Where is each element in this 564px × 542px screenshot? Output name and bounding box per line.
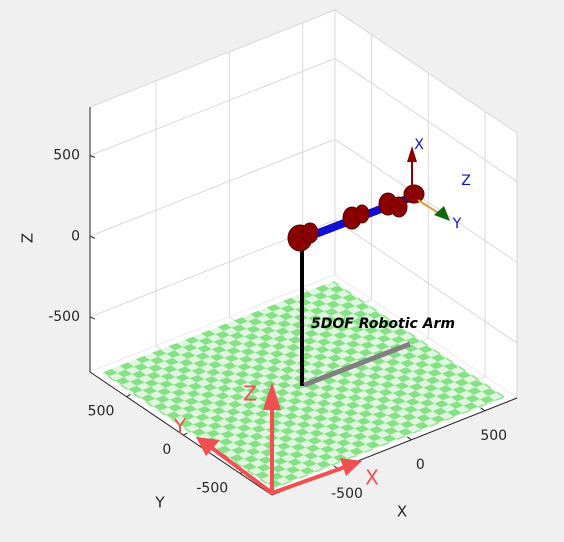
y-tick-label: 0 xyxy=(162,442,171,458)
rail xyxy=(303,341,411,388)
z-axis-label: Z xyxy=(19,233,37,243)
y-tick-label: -500 xyxy=(196,480,228,496)
world-x-label: X xyxy=(365,466,379,490)
x-tick-label: 500 xyxy=(480,428,507,444)
tick-mark xyxy=(89,235,96,239)
grid-line xyxy=(334,219,518,344)
grid-line xyxy=(334,58,518,182)
joints xyxy=(287,184,425,252)
z-tick-label: 0 xyxy=(71,228,80,244)
robot-scene xyxy=(196,146,450,495)
grid-line xyxy=(89,138,336,237)
z-tick-label: -500 xyxy=(48,309,80,325)
z-tick-label: 500 xyxy=(53,147,80,163)
tool-x-label: X xyxy=(414,137,424,153)
tick-mark xyxy=(89,155,96,158)
annotation: 5DOF Robotic Arm xyxy=(311,316,455,332)
tool-z-label: Z xyxy=(461,173,471,189)
tick-mark xyxy=(183,432,188,436)
x-tick-label: 0 xyxy=(416,457,425,473)
x-axis-label: X xyxy=(397,503,407,521)
x-tick-label: -500 xyxy=(331,486,363,502)
grid-line xyxy=(334,138,518,263)
y-tick-label: 500 xyxy=(88,404,115,420)
grid-line xyxy=(89,58,336,156)
tick-mark xyxy=(89,316,96,320)
tick-mark xyxy=(480,407,486,412)
tool-y-label: Y xyxy=(452,216,462,232)
tick-mark xyxy=(126,394,131,398)
tick-mark xyxy=(407,436,412,441)
axis-edge xyxy=(89,371,273,496)
world-y-label: Y xyxy=(173,415,187,439)
y-axis-label: Y xyxy=(154,494,165,512)
world-z-label: Z xyxy=(243,382,257,406)
